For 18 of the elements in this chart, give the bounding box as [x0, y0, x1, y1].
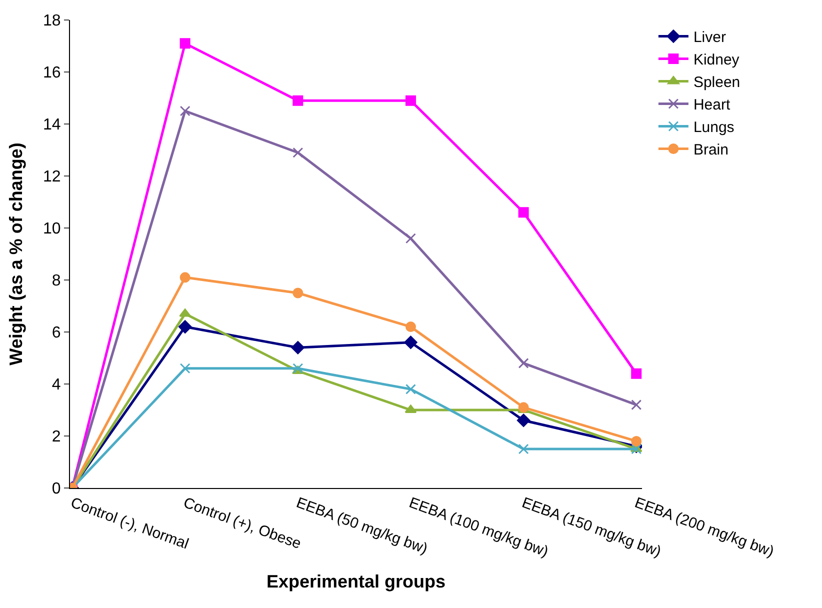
y-tick-label: 8	[52, 272, 61, 290]
y-tick-label: 18	[43, 12, 61, 30]
y-tick-label: 4	[52, 376, 61, 394]
legend-label: Brain	[693, 142, 728, 159]
legend-label: Liver	[693, 29, 726, 46]
legend-label: Kidney	[693, 52, 740, 69]
legend-label: Spleen	[693, 74, 740, 92]
x-axis-title: Experimental groups	[266, 572, 446, 592]
y-tick-label: 2	[52, 428, 61, 446]
y-tick-label: 14	[43, 116, 61, 134]
y-tick-label: 12	[43, 168, 61, 186]
y-axis-title: Weight (as a % of change)	[6, 142, 26, 366]
y-tick-label: 0	[52, 480, 61, 498]
y-tick-label: 16	[43, 64, 61, 82]
y-tick-label: 10	[43, 220, 61, 238]
legend-label: Heart	[693, 96, 731, 114]
legend-label: Lungs	[693, 119, 734, 136]
y-tick-label: 6	[52, 324, 61, 342]
